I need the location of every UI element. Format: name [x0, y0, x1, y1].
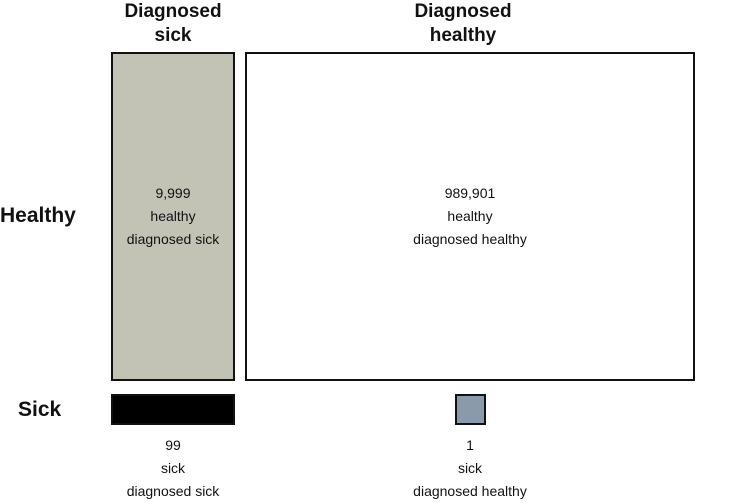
- cell-count: 9,999: [155, 185, 191, 201]
- cell-truth: sick: [160, 460, 186, 476]
- cell-sick-diagnosed-healthy: [455, 394, 486, 425]
- cell-healthy-diagnosed-sick: [111, 52, 235, 381]
- row-header-healthy: Healthy: [0, 204, 76, 227]
- column-header-diagnosed-healthy: Diagnosed healthy: [390, 0, 536, 48]
- cell-truth: healthy: [150, 208, 196, 224]
- cell-sick-diagnosed-sick: [111, 394, 235, 425]
- cell-diagnosis: diagnosed healthy: [413, 231, 527, 247]
- row-header-sick: Sick: [18, 398, 62, 421]
- column-header-line2: healthy: [429, 25, 497, 46]
- cell-diagnosis: diagnosed sick: [126, 231, 220, 247]
- cell-label-sick-diagnosed-sick: 99 sick diagnosed sick: [111, 434, 235, 503]
- column-header-line1: Diagnosed: [124, 1, 222, 22]
- cell-count: 1: [466, 437, 474, 453]
- cell-label-healthy-diagnosed-sick: 9,999 healthy diagnosed sick: [111, 182, 235, 251]
- cell-truth: sick: [457, 460, 483, 476]
- cell-label-sick-diagnosed-healthy: 1 sick diagnosed healthy: [395, 434, 545, 503]
- cell-label-healthy-diagnosed-healthy: 989,901 healthy diagnosed healthy: [245, 182, 695, 251]
- cell-diagnosis: diagnosed healthy: [413, 483, 527, 499]
- cell-count: 989,901: [444, 185, 496, 201]
- cell-count: 99: [165, 437, 181, 453]
- column-header-line2: sick: [154, 25, 192, 46]
- cell-healthy-diagnosed-healthy: [245, 52, 695, 381]
- column-header-diagnosed-sick: Diagnosed sick: [100, 0, 246, 48]
- cell-diagnosis: diagnosed sick: [126, 483, 220, 499]
- column-header-line1: Diagnosed: [414, 1, 512, 22]
- cell-truth: healthy: [447, 208, 493, 224]
